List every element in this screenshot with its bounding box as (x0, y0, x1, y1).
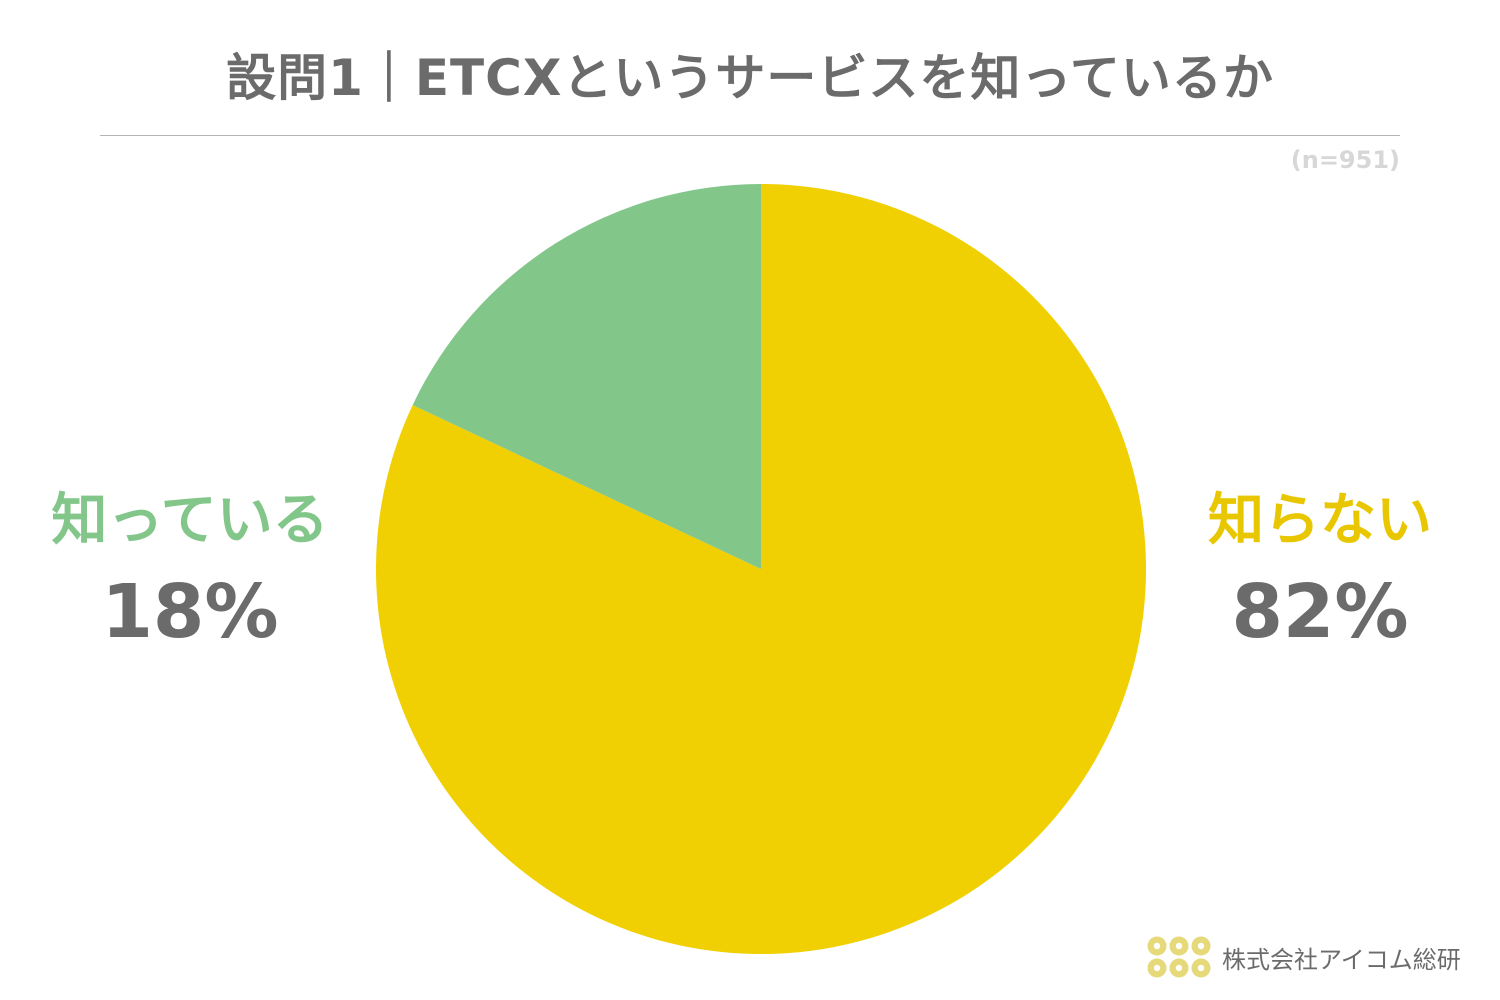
logo-dot-center (1175, 942, 1183, 950)
logo-dot-center (1197, 964, 1205, 972)
brand-name: 株式会社アイコム総研 (1222, 945, 1461, 974)
label-unknown-name: 知らない (1208, 488, 1432, 553)
logo-dot-center (1197, 942, 1205, 950)
label-known: 知っている 18% (40, 486, 340, 660)
label-unknown: 知らない 82% (1170, 486, 1470, 660)
sample-size: (n=951) (1290, 146, 1400, 174)
label-known-name: 知っている (51, 488, 329, 553)
logo-dot-center (1153, 964, 1161, 972)
brand-logo: 株式会社アイコム総研 (1146, 934, 1461, 980)
dot-grid-logo-icon (1147, 936, 1211, 978)
title-divider (100, 135, 1400, 136)
pie-slice-known (412, 184, 761, 569)
chart-title: 設問1｜ETCXというサービスを知っているか (226, 49, 1274, 107)
logo-dot-center (1153, 942, 1161, 950)
label-unknown-percent: 82% (1231, 569, 1409, 655)
label-known-percent: 18% (101, 569, 279, 655)
logo-dot-center (1175, 964, 1183, 972)
